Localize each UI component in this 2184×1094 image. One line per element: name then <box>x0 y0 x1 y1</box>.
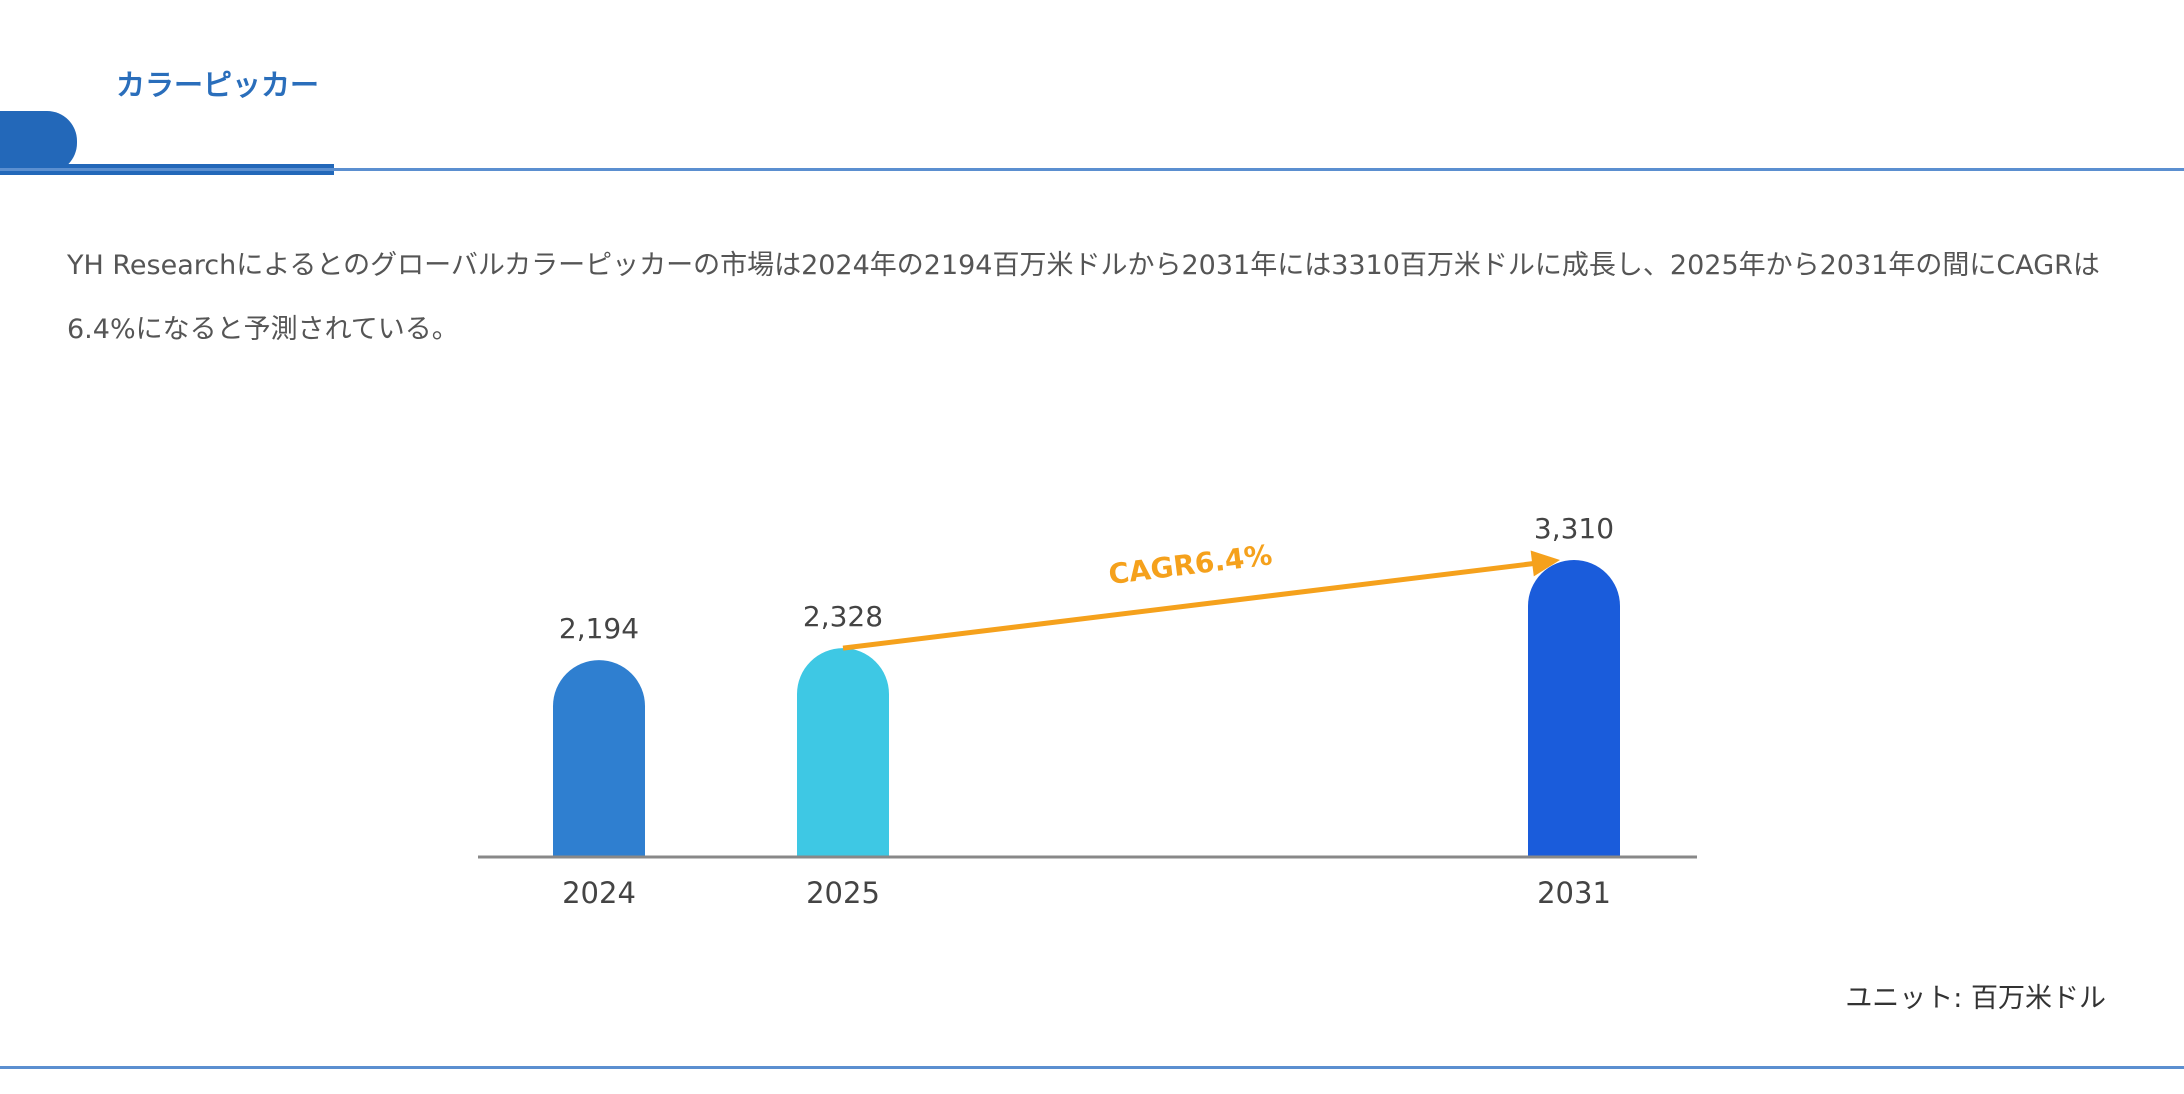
bar-2024 <box>553 660 645 857</box>
value-label-2024: 2,194 <box>559 612 639 645</box>
cagr-label: CAGR6.4% <box>1107 538 1274 591</box>
cagr-arrow-head <box>1530 550 1560 577</box>
value-label-2025: 2,328 <box>803 600 883 633</box>
section-tab-decoration <box>0 111 77 173</box>
bar-2031 <box>1528 560 1620 857</box>
unit-label: ユニット: 百万米ドル <box>1845 983 2106 1014</box>
header-divider <box>0 168 2184 171</box>
section-title: カラーピッカー <box>116 68 320 102</box>
value-label-2031: 3,310 <box>1534 512 1614 545</box>
footer-divider <box>0 1066 2184 1069</box>
x-tick-label-2031: 2031 <box>1537 876 1611 910</box>
cagr-arrow-line <box>842 560 1543 651</box>
market-description: YH Researchによるとのグローバルカラーピッカーの市場は2024年の21… <box>67 250 2100 345</box>
bar-2025 <box>797 648 890 857</box>
x-tick-label-2025: 2025 <box>806 876 880 910</box>
x-tick-label-2024: 2024 <box>562 876 636 910</box>
